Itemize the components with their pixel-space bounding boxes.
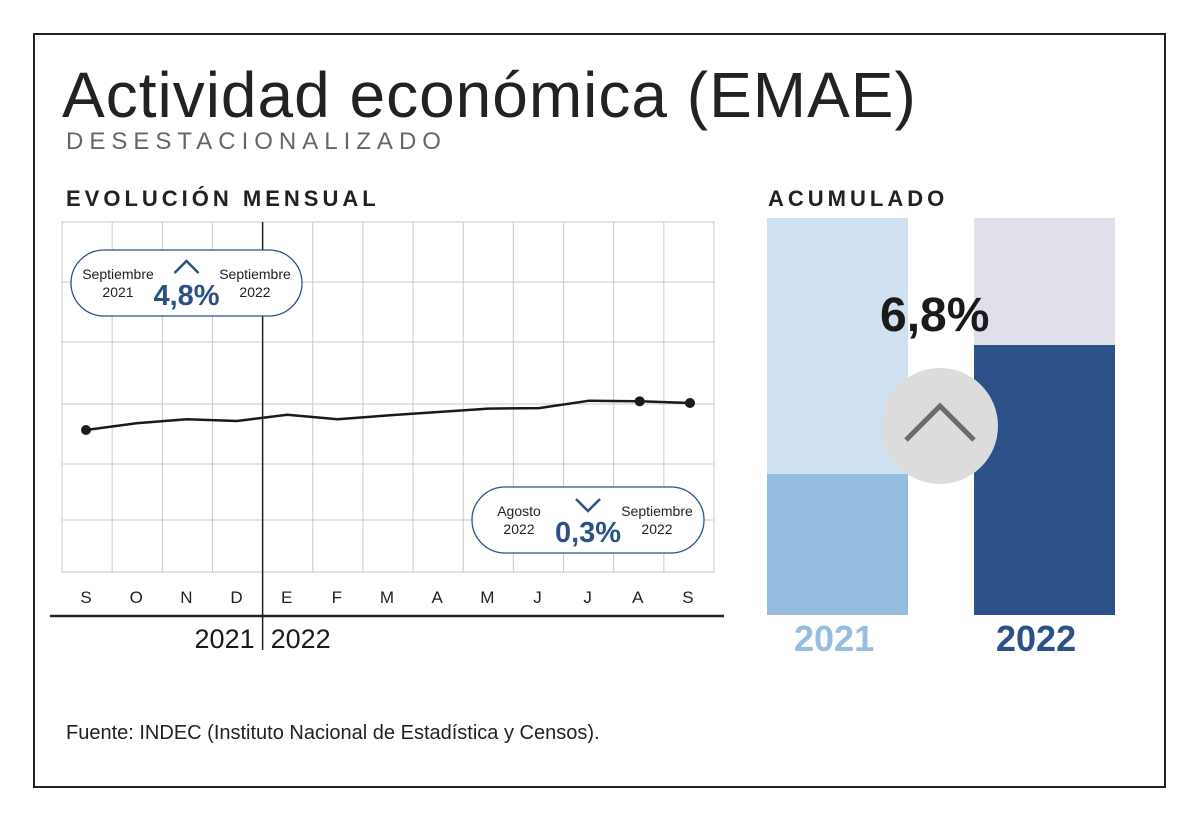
annotation-from-year: 2021 [102, 284, 133, 300]
annotation-pill [70, 249, 303, 317]
page-subtitle: DESESTACIONALIZADO [66, 128, 447, 155]
line-chart-annotations: Septiembre 2021 Septiembre 2022 4,8% Agosto 20… [70, 249, 705, 554]
bar-label-2021: 2021 [794, 618, 875, 659]
annotation-to-year: 2022 [239, 284, 270, 300]
source-note: Fuente: INDEC (Instituto Nacional de Est… [66, 722, 600, 744]
series-point [685, 398, 695, 408]
cumulative-bars [767, 218, 1115, 615]
x-tick-label: S [682, 588, 695, 607]
series-line [85, 399, 691, 432]
page-title: Actividad económica (EMAE) [62, 59, 917, 131]
x-tick-label: S [80, 588, 93, 607]
line-chart-axis: S O N D E F M A M J J A S 2021 2022 [50, 222, 724, 654]
monthly-section-title: EVOLUCIÓN MENSUAL [66, 186, 380, 211]
cumulative-section-title: ACUMULADO [768, 186, 949, 211]
series-point [81, 425, 91, 435]
x-tick-label: A [431, 588, 444, 607]
annotation-pill [471, 486, 705, 554]
x-tick-label: E [281, 588, 294, 607]
line-chart-series [81, 396, 695, 435]
year-label-2022: 2022 [271, 624, 331, 654]
bar-2021 [767, 474, 908, 615]
x-tick-label: D [230, 588, 244, 607]
x-tick-label: J [583, 588, 594, 607]
cumulative-change-value: 6,8% [880, 289, 990, 342]
annotation-from-year: 2022 [503, 521, 534, 537]
year-label-2021: 2021 [195, 624, 255, 654]
x-tick-label: M [480, 588, 496, 607]
change-circle [882, 368, 998, 484]
annotation-yearly: Septiembre 2021 Septiembre 2022 4,8% [70, 249, 303, 317]
x-tick-label: A [632, 588, 645, 607]
x-tick-label: F [332, 588, 344, 607]
x-tick-label: J [533, 588, 544, 607]
annotation-monthly: Agosto 2022 Septiembre 2022 0,3% [471, 486, 705, 554]
series-point [634, 396, 645, 407]
annotation-to-month: Septiembre [621, 503, 693, 519]
annotation-from-month: Septiembre [82, 266, 154, 282]
x-tick-label: N [180, 588, 194, 607]
grid-border [61, 221, 715, 573]
annotation-value: 0,3% [555, 517, 621, 549]
chevron-up-icon [904, 402, 976, 442]
annotation-to-month: Septiembre [219, 266, 291, 282]
bar-2022 [974, 345, 1115, 615]
chevron-down-icon [575, 498, 601, 513]
x-tick-label: O [130, 588, 145, 607]
annotation-from-month: Agosto [497, 503, 541, 519]
chevron-up-icon [173, 259, 200, 274]
bar-label-2022: 2022 [996, 618, 1077, 659]
annotation-to-year: 2022 [641, 521, 672, 537]
annotation-value: 4,8% [153, 280, 219, 312]
chart-frame [33, 33, 1166, 788]
x-tick-label: M [380, 588, 396, 607]
